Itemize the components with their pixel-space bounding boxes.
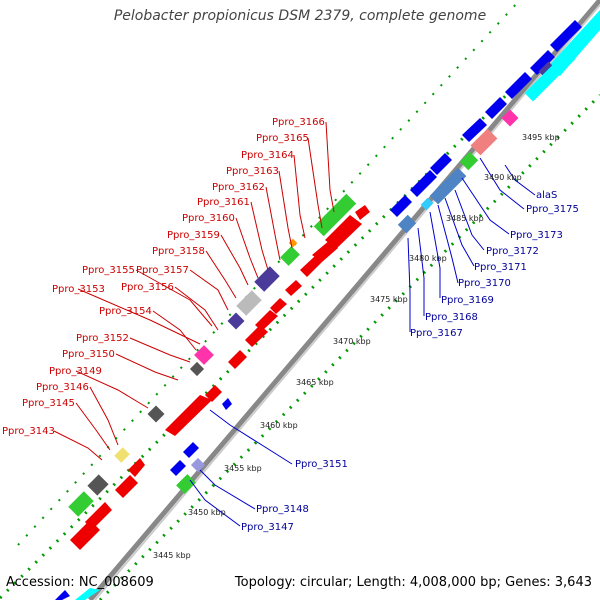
kbp-label: 3445 kbp — [153, 551, 191, 560]
gene-labels-forward: Ppro_3166 Ppro_3165 Ppro_3164 Ppro_3163 … — [2, 117, 325, 437]
gene-cyan-1 — [420, 197, 434, 211]
gene-salmon — [470, 128, 498, 156]
gene-label: Ppro_3161 — [197, 197, 250, 208]
kbp-label: 3465 kbp — [296, 378, 334, 387]
bottom-label-leaders — [189, 157, 536, 527]
gene-label: Ppro_3172 — [486, 246, 539, 257]
gene-label: Ppro_3163 — [226, 166, 279, 177]
accession-text: Accession: NC_008609 — [6, 575, 154, 590]
kbp-label: 3495 kbp — [522, 133, 560, 142]
gene-silver — [236, 290, 262, 316]
kbp-label: 3455 kbp — [224, 464, 262, 473]
gene-label: Ppro_3156 — [121, 282, 174, 293]
gene-steelblue-1 — [397, 214, 417, 234]
gene-label: Ppro_3158 — [152, 246, 205, 257]
gene-gray-3 — [189, 361, 205, 377]
gene-label: Ppro_3145 — [22, 398, 75, 409]
gene-purple-2 — [254, 266, 280, 292]
gene-label: Ppro_3170 — [458, 278, 511, 289]
cyan-track-2 — [75, 588, 100, 600]
gene-lavender — [190, 457, 206, 473]
gene-label: Ppro_3166 — [272, 117, 325, 128]
backbone-line — [88, 0, 600, 600]
gene-label: alaS — [536, 190, 557, 201]
gene-green-5 — [459, 151, 479, 171]
kbp-tick-labels: 3445 kbp 3450 kbp 3455 kbp 3460 kbp 3465… — [153, 133, 560, 560]
gene-label: Ppro_3151 — [295, 459, 348, 470]
gene-label: Ppro_3150 — [62, 349, 115, 360]
kbp-label: 3490 kbp — [484, 173, 522, 182]
kbp-label: 3470 kbp — [333, 337, 371, 346]
gene-green-2 — [280, 246, 300, 266]
gene-label: Ppro_3165 — [256, 133, 309, 144]
gene-pink — [194, 345, 214, 365]
map-title: Pelobacter propionicus DSM 2379, complet… — [113, 8, 487, 24]
genome-summary-text: Topology: circular; Length: 4,008,000 bp… — [234, 575, 592, 590]
gene-label: Ppro_3162 — [212, 182, 265, 193]
gene-label: Ppro_3159 — [167, 230, 220, 241]
gene-label: Ppro_3143 — [2, 426, 55, 437]
kbp-label: 3485 kbp — [446, 214, 484, 223]
gene-label: Ppro_3149 — [49, 366, 102, 377]
gene-green-3 — [313, 193, 357, 237]
gene-steelblue-2 — [429, 167, 467, 205]
gene-cyan-bar — [524, 50, 576, 102]
gene-yellow — [114, 447, 130, 463]
backbone-line-shade — [94, 4, 600, 600]
gene-label: Ppro_3154 — [99, 306, 152, 317]
gene-label: Ppro_3147 — [241, 522, 294, 533]
gene-label: Ppro_3168 — [425, 312, 478, 323]
kbp-label: 3475 kbp — [370, 295, 408, 304]
gene-pink-2 — [501, 109, 519, 127]
gene-purple-3 — [538, 61, 556, 79]
kbp-label: 3480 kbp — [409, 254, 447, 263]
gene-purple-1 — [227, 312, 245, 330]
gene-label: Ppro_3157 — [136, 265, 189, 276]
gene-label: Ppro_3171 — [474, 262, 527, 273]
gene-label: Ppro_3167 — [410, 328, 463, 339]
gene-gray-1 — [87, 474, 109, 496]
gene-labels-reverse: alaS Ppro_3175 Ppro_3173 Ppro_3172 Ppro_… — [241, 190, 579, 533]
gene-green-1 — [68, 491, 94, 517]
gene-label: Ppro_3155 — [82, 265, 135, 276]
gene-green-4 — [176, 474, 196, 494]
kbp-label: 3450 kbp — [188, 508, 226, 517]
gene-label: Ppro_3173 — [510, 230, 563, 241]
gene-label: Ppro_3169 — [441, 295, 494, 306]
forward-genes — [70, 205, 370, 550]
gene-label: Ppro_3148 — [256, 504, 309, 515]
gene-label: Ppro_3164 — [241, 150, 294, 161]
gene-gray-2 — [147, 405, 165, 423]
kbp-label: 3460 kbp — [260, 421, 298, 430]
gene-label: Ppro_3175 — [526, 204, 579, 215]
gene-label: Ppro_3146 — [36, 382, 89, 393]
gene-label: Ppro_3153 — [52, 284, 105, 295]
gene-label: Ppro_3160 — [182, 213, 235, 224]
reverse-genes — [55, 20, 582, 600]
inner-tick-track — [98, 93, 600, 600]
top-label-leaders — [53, 121, 335, 461]
gene-label: Ppro_3152 — [76, 333, 129, 344]
